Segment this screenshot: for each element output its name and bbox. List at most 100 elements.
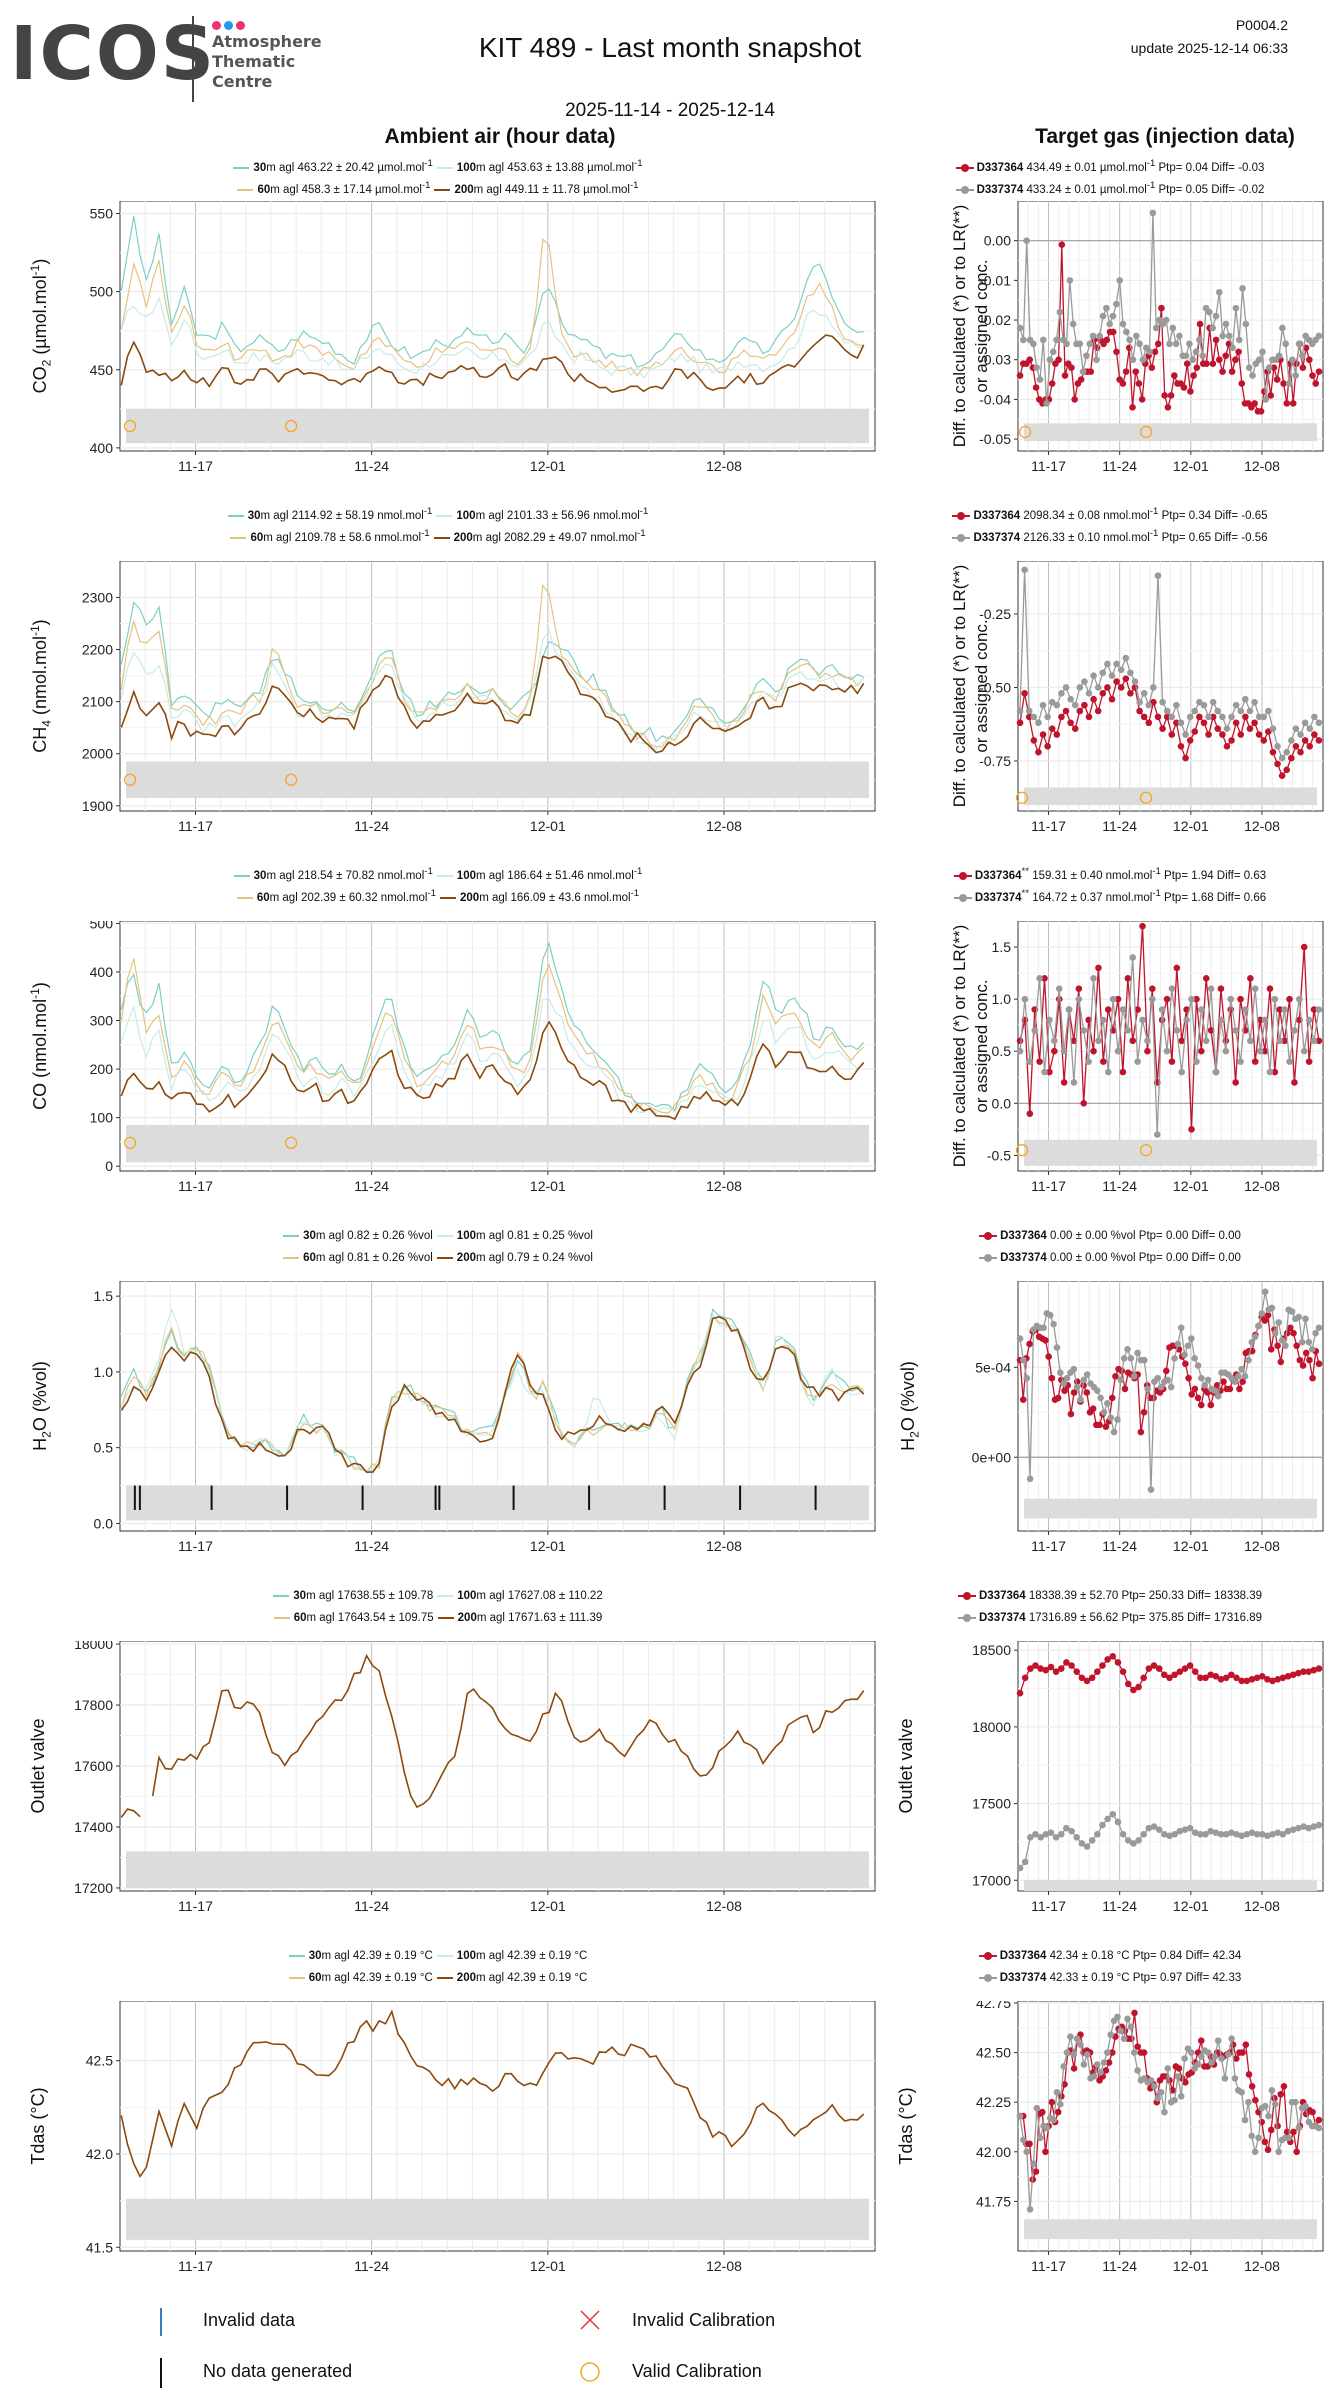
ylabel-sub: 4 [39, 720, 54, 727]
data-point-D337374 [1065, 1006, 1073, 1013]
legend-invalid-calibration: Invalid Calibration [632, 2310, 776, 2330]
data-point-D337374 [1161, 1830, 1168, 1838]
data-point-D337374 [1030, 340, 1037, 348]
data-point-D337364 [1257, 408, 1265, 415]
valid-calibration-marker [1015, 1144, 1029, 1157]
x-tick-label: 12-01 [1173, 458, 1209, 474]
data-point-D337374 [1196, 336, 1203, 344]
x-tick-label: 11-17 [1031, 458, 1066, 474]
legend-no-data: No data generated [203, 2361, 353, 2381]
data-point-D337364 [1016, 372, 1024, 379]
legend-marker-icon [979, 1231, 998, 1240]
data-point-D337374 [1053, 1344, 1061, 1351]
data-point-D337374 [1204, 1376, 1212, 1384]
data-point-D337374 [1275, 1319, 1282, 1326]
legend-item: D337364 434.49 ± 0.01 µmol.mol-1 Ptp= 0.… [880, 155, 1340, 177]
data-point-D337364 [1264, 2146, 1272, 2154]
legend-unit-sup: -1 [423, 506, 433, 517]
data-point-D337374 [1063, 1374, 1071, 1382]
data-point-D337364 [1140, 713, 1148, 721]
data-point-D337364 [1088, 1674, 1096, 1682]
legend-swatch [436, 166, 453, 169]
data-point-D337374 [1248, 1829, 1256, 1837]
tdas_ambient-legend: 30m agl 42.39 ± 0.19 °C 100m agl 42.39 ± … [0, 1943, 880, 1987]
data-point-D337364 [1188, 1391, 1196, 1398]
legend-text: m agl 17643.54 ± 109.75 [306, 1611, 434, 1624]
legend-item: 60m agl 458.3 ± 17.14 µmol.mol-1 [237, 180, 430, 196]
data-point-D337374 [1140, 690, 1148, 697]
legend-swatch [237, 188, 254, 191]
data-point-D337374 [1166, 340, 1173, 348]
data-point-D337374 [1278, 754, 1286, 762]
data-point-D337364 [1113, 678, 1120, 685]
data-point-D337374 [1036, 2134, 1044, 2142]
data-point-D337374 [1136, 698, 1143, 706]
data-point-D337364 [1134, 2043, 1141, 2050]
data-point-D337364 [1063, 1659, 1070, 1666]
data-point-D337374 [1228, 1829, 1235, 1837]
co2_ambient-legend: 30m agl 463.22 ± 20.42 µmol.mol-1 100m ag… [0, 155, 880, 199]
valid-calibration-marker [123, 1136, 137, 1149]
data-point-D337374 [1058, 690, 1065, 697]
legend-item: 100m agl 453.63 ± 13.88 µmol.mol-1 [436, 158, 643, 174]
data-point-D337364 [1264, 1676, 1271, 1683]
y-tick-label: 41.5 [86, 2239, 113, 2255]
data-point-D337374 [1104, 660, 1111, 668]
logo-line: Atmosphere [212, 32, 322, 51]
data-point-D337374 [1122, 654, 1130, 662]
data-point-D337364 [1068, 1662, 1075, 1669]
data-point-D337374 [1134, 1349, 1141, 1357]
data-point-D337364 [1237, 995, 1244, 1003]
data-point-D337364 [1248, 2083, 1256, 2090]
legend-cylinder-id: D337364 [974, 869, 1022, 882]
legend-cylinder-id: D337374 [974, 891, 1022, 904]
data-point-D337364 [1245, 2071, 1253, 2078]
data-point-D337364 [1273, 376, 1281, 383]
data-point-D337364 [1278, 772, 1286, 780]
legend-text: m agl 42.39 ± 0.19 °C [321, 1971, 433, 1984]
legend-height: 200 [460, 891, 480, 904]
data-point-D337374 [1264, 1832, 1271, 1840]
legend-height: 30 [308, 1949, 322, 1962]
data-point-D337364 [1251, 719, 1258, 727]
data-point-D337364 [1113, 348, 1120, 356]
flag-band [126, 1124, 869, 1163]
data-point-D337374 [1150, 1823, 1158, 1830]
invalid-data-icon [160, 2308, 162, 2336]
data-point-D337364 [1310, 1666, 1318, 1674]
ylabel-end: ) [30, 982, 50, 989]
data-point-D337364 [1078, 1674, 1086, 1682]
x-tick-label: 11-24 [1102, 2258, 1137, 2274]
data-point-D337364 [1217, 1676, 1225, 1683]
data-point-D337364 [1287, 1324, 1294, 1332]
flag-band [1024, 2219, 1317, 2240]
data-point-D337364 [1026, 356, 1033, 364]
x-tick-label: 11-17 [178, 458, 213, 474]
data-point-D337374 [1233, 1830, 1240, 1838]
data-point-D337374 [1090, 974, 1097, 982]
data-point-D337364 [1242, 2041, 1250, 2048]
data-point-D337374 [1222, 1047, 1230, 1055]
data-point-D337374 [1144, 1385, 1151, 1393]
x-tick-label: 12-08 [1244, 818, 1280, 834]
data-point-D337364 [1289, 1671, 1297, 1679]
data-point-D337374 [1134, 1058, 1141, 1065]
data-point-D337364 [1090, 1047, 1097, 1055]
data-point-D337364 [1297, 748, 1304, 756]
data-point-D337364 [1205, 731, 1212, 738]
data-point-D337364 [1261, 1317, 1269, 1324]
data-point-D337374 [1171, 1830, 1178, 1838]
data-point-D337374 [1231, 1378, 1239, 1386]
data-point-D337374 [1214, 707, 1222, 715]
data-point-D337364 [1280, 2083, 1288, 2090]
flag-band [126, 761, 869, 798]
data-point-D337374 [1039, 701, 1047, 709]
data-point-D337364 [1150, 1662, 1158, 1669]
data-point-D337374 [1093, 356, 1100, 364]
data-point-D337364 [1135, 1683, 1142, 1691]
data-point-D337374 [1070, 2051, 1078, 2058]
data-point-D337364 [1194, 1394, 1202, 1402]
data-point-D337364 [1315, 1037, 1323, 1045]
y-tick-label: 400 [90, 964, 114, 980]
data-point-D337374 [1255, 2134, 1262, 2142]
